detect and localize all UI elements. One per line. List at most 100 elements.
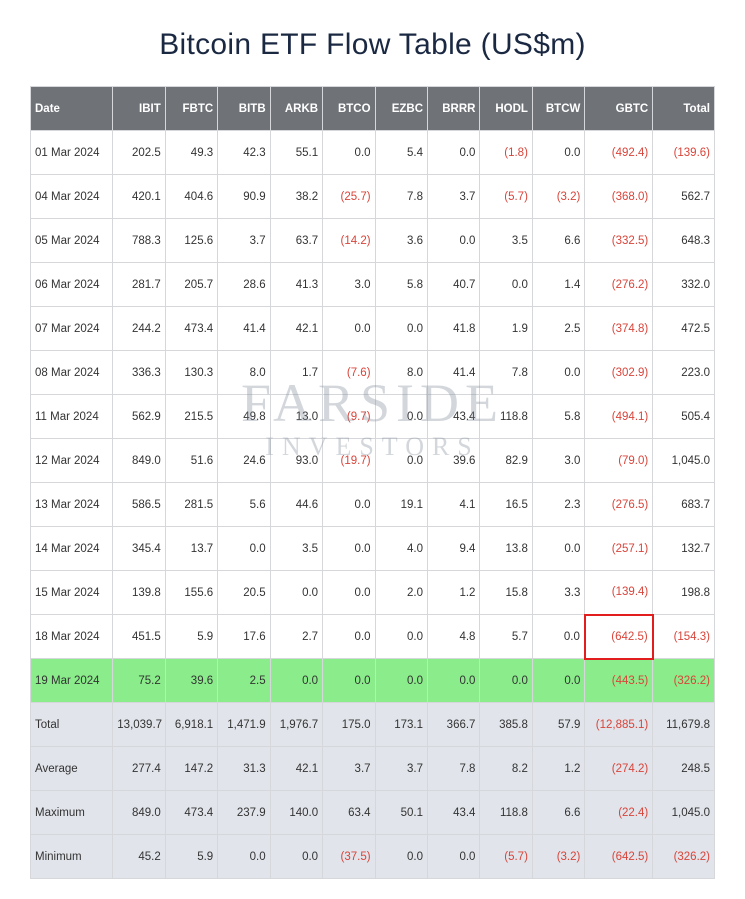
col-header-gbtc: GBTC — [585, 87, 653, 131]
etf-flow-table: DateIBITFBTCBITBARKBBTCOEZBCBRRRHODLBTCW… — [30, 86, 715, 879]
cell-value: (374.8) — [585, 307, 653, 351]
col-header-btco: BTCO — [323, 87, 375, 131]
table-row: 18 Mar 2024451.55.917.62.70.00.04.85.70.… — [31, 615, 715, 659]
cell-value: 75.2 — [113, 659, 165, 703]
cell-date: 07 Mar 2024 — [31, 307, 113, 351]
cell-value: 849.0 — [113, 439, 165, 483]
cell-value: 3.5 — [480, 219, 532, 263]
cell-value: 132.7 — [653, 527, 715, 571]
cell-value: 1.4 — [532, 263, 584, 307]
col-header-bitb: BITB — [218, 87, 270, 131]
cell-value: (79.0) — [585, 439, 653, 483]
cell-value: 0.0 — [323, 659, 375, 703]
cell-value: 0.0 — [270, 659, 322, 703]
cell-value: (443.5) — [585, 659, 653, 703]
cell-value: 49.3 — [165, 131, 217, 175]
table-row: 13 Mar 2024586.5281.55.644.60.019.14.116… — [31, 483, 715, 527]
summary-value: 0.0 — [375, 835, 427, 879]
cell-value: 788.3 — [113, 219, 165, 263]
cell-value: 19.1 — [375, 483, 427, 527]
cell-value: 155.6 — [165, 571, 217, 615]
cell-value: 90.9 — [218, 175, 270, 219]
cell-value: 5.8 — [375, 263, 427, 307]
cell-value: 0.0 — [532, 527, 584, 571]
summary-value: (326.2) — [653, 835, 715, 879]
cell-value: (492.4) — [585, 131, 653, 175]
cell-value: 1.9 — [480, 307, 532, 351]
cell-value: 0.0 — [375, 307, 427, 351]
summary-value: 1,471.9 — [218, 703, 270, 747]
cell-value: 0.0 — [532, 659, 584, 703]
cell-value: 0.0 — [428, 131, 480, 175]
cell-value: 5.6 — [218, 483, 270, 527]
cell-value: 24.6 — [218, 439, 270, 483]
cell-value: 404.6 — [165, 175, 217, 219]
cell-value: 0.0 — [323, 527, 375, 571]
summary-value: 63.4 — [323, 791, 375, 835]
summary-value: 43.4 — [428, 791, 480, 835]
cell-value: 0.0 — [480, 263, 532, 307]
cell-value: 562.7 — [653, 175, 715, 219]
cell-date: 01 Mar 2024 — [31, 131, 113, 175]
table-row: 11 Mar 2024562.9215.549.813.0(9.7)0.043.… — [31, 395, 715, 439]
cell-value: 3.0 — [323, 263, 375, 307]
cell-value: 44.6 — [270, 483, 322, 527]
cell-value: 281.7 — [113, 263, 165, 307]
cell-value: 1,045.0 — [653, 439, 715, 483]
cell-value: 3.7 — [218, 219, 270, 263]
cell-value: 1.2 — [428, 571, 480, 615]
cell-value: (276.2) — [585, 263, 653, 307]
cell-value: 38.2 — [270, 175, 322, 219]
summary-value: 45.2 — [113, 835, 165, 879]
col-header-btcw: BTCW — [532, 87, 584, 131]
cell-date: 08 Mar 2024 — [31, 351, 113, 395]
summary-value: 11,679.8 — [653, 703, 715, 747]
cell-value: 3.5 — [270, 527, 322, 571]
cell-value: 215.5 — [165, 395, 217, 439]
summary-value: 0.0 — [270, 835, 322, 879]
cell-date: 12 Mar 2024 — [31, 439, 113, 483]
col-header-fbtc: FBTC — [165, 87, 217, 131]
table-row: 06 Mar 2024281.7205.728.641.33.05.840.70… — [31, 263, 715, 307]
summary-value: 366.7 — [428, 703, 480, 747]
cell-value: 2.3 — [532, 483, 584, 527]
cell-value: (642.5) — [585, 615, 653, 659]
cell-value: 0.0 — [323, 307, 375, 351]
cell-value: 13.8 — [480, 527, 532, 571]
cell-value: 0.0 — [480, 659, 532, 703]
cell-value: 49.8 — [218, 395, 270, 439]
cell-value: 40.7 — [428, 263, 480, 307]
cell-value: 0.0 — [323, 131, 375, 175]
cell-value: 345.4 — [113, 527, 165, 571]
summary-value: 118.8 — [480, 791, 532, 835]
summary-label: Maximum — [31, 791, 113, 835]
table-container: FARSIDE INVESTORS DateIBITFBTCBITBARKBBT… — [30, 86, 715, 879]
cell-value: 13.0 — [270, 395, 322, 439]
cell-value: 118.8 — [480, 395, 532, 439]
summary-value: 42.1 — [270, 747, 322, 791]
cell-value: 0.0 — [323, 571, 375, 615]
cell-value: (302.9) — [585, 351, 653, 395]
cell-value: 51.6 — [165, 439, 217, 483]
cell-value: 0.0 — [532, 615, 584, 659]
cell-value: (7.6) — [323, 351, 375, 395]
cell-value: 0.0 — [270, 571, 322, 615]
summary-value: (3.2) — [532, 835, 584, 879]
cell-value: 473.4 — [165, 307, 217, 351]
summary-value: (5.7) — [480, 835, 532, 879]
cell-value: 39.6 — [428, 439, 480, 483]
col-header-total: Total — [653, 87, 715, 131]
summary-value: 140.0 — [270, 791, 322, 835]
summary-value: 57.9 — [532, 703, 584, 747]
cell-value: 332.0 — [653, 263, 715, 307]
cell-value: (14.2) — [323, 219, 375, 263]
cell-value: 4.8 — [428, 615, 480, 659]
cell-value: (5.7) — [480, 175, 532, 219]
cell-value: 2.0 — [375, 571, 427, 615]
cell-value: 0.0 — [428, 659, 480, 703]
cell-value: 17.6 — [218, 615, 270, 659]
cell-date: 13 Mar 2024 — [31, 483, 113, 527]
cell-value: (326.2) — [653, 659, 715, 703]
summary-label: Average — [31, 747, 113, 791]
cell-value: 41.4 — [428, 351, 480, 395]
